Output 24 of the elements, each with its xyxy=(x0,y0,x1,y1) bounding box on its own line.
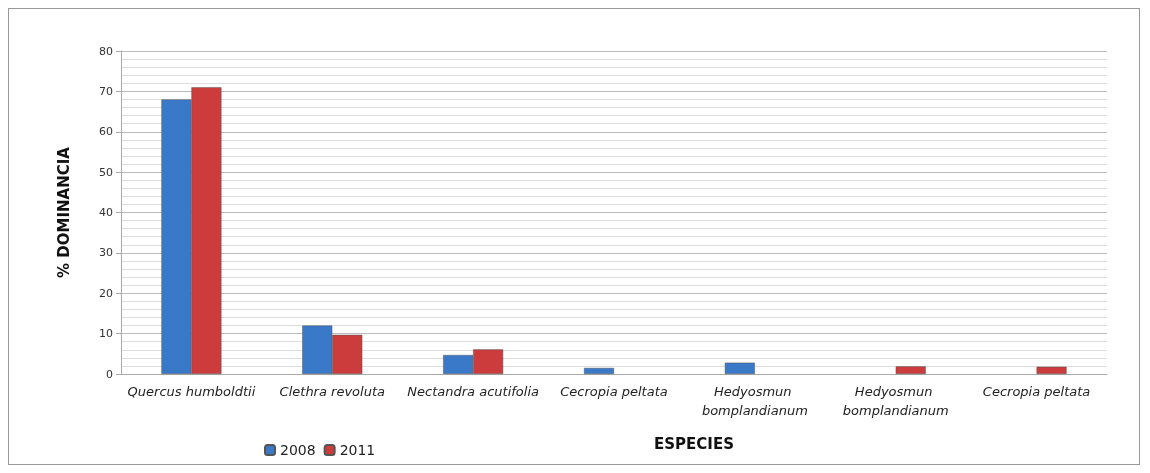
y-tick-label: 80 xyxy=(99,44,113,58)
bar xyxy=(895,366,926,374)
x-tick-label: Quercus humboldtii xyxy=(127,384,256,399)
y-tick-label: 30 xyxy=(99,246,113,260)
x-tick-label: Nectandra acutifolia xyxy=(407,384,539,399)
y-tick-label: 40 xyxy=(99,206,113,219)
legend-label: 2011 xyxy=(339,442,376,458)
x-tick-label: Hedyosmun bomplandianum xyxy=(842,384,949,418)
x-axis-title: ESPECIES xyxy=(654,434,734,453)
y-tick-label: 60 xyxy=(99,125,113,139)
y-tick-label: 50 xyxy=(99,165,113,179)
legend-label: 2008 xyxy=(280,442,316,458)
y-tick-label: 10 xyxy=(99,327,113,341)
x-tick-label: Cecropia peltata xyxy=(982,384,1091,399)
y-tick-label: 70 xyxy=(99,84,113,98)
x-tick-label: Clethra revoluta xyxy=(279,384,385,399)
y-axis-title: % DOMINANCIA xyxy=(54,146,73,278)
x-tick-label: Cecropia peltata xyxy=(560,384,668,399)
y-tick-label: 20 xyxy=(99,286,113,300)
bar xyxy=(724,362,755,374)
bar xyxy=(1036,366,1067,374)
y-tick-label: 0 xyxy=(106,367,113,381)
x-tick-label: Hedyosmun bomplandianum xyxy=(701,384,808,418)
bar xyxy=(584,367,614,374)
